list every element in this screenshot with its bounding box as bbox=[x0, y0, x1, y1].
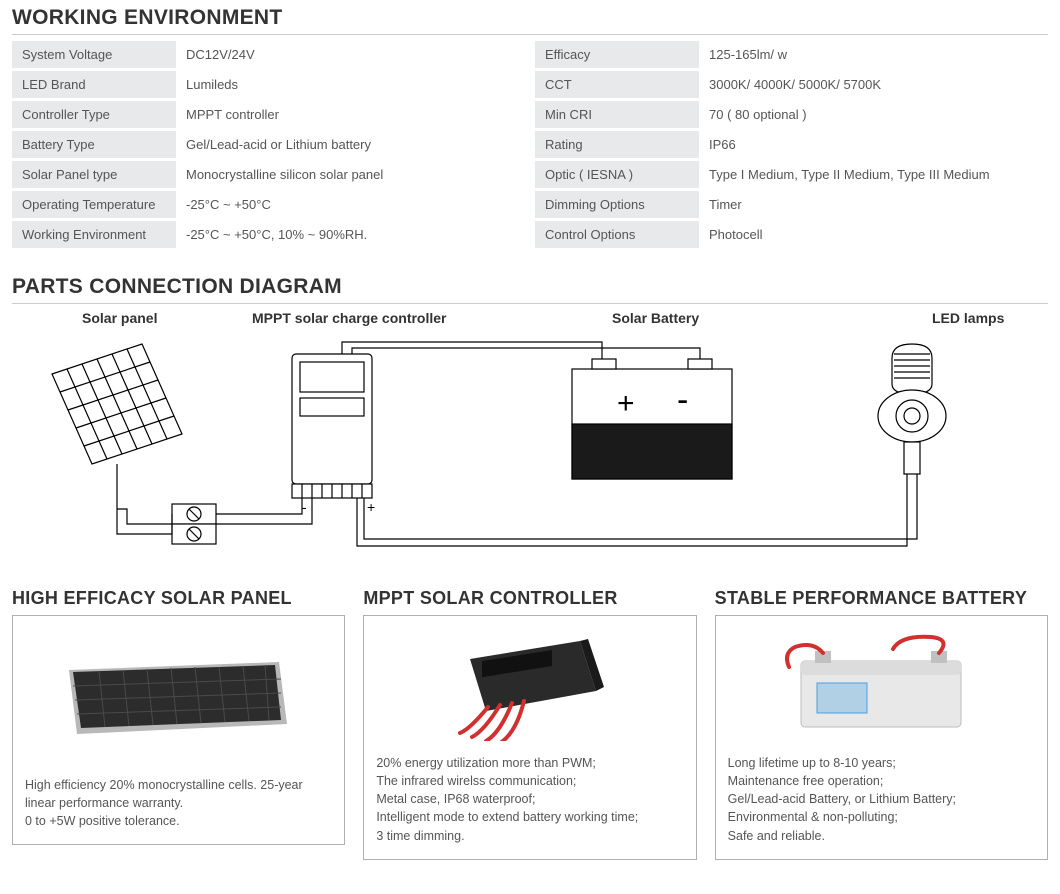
spec-row: System VoltageDC12V/24V bbox=[12, 41, 525, 71]
solar-panel-icon bbox=[25, 626, 332, 768]
spec-row: RatingIP66 bbox=[535, 131, 1048, 161]
spec-value: -25°C ~ +50°C bbox=[176, 191, 525, 218]
spec-label: Optic ( IESNA ) bbox=[535, 161, 699, 188]
spec-label: Rating bbox=[535, 131, 699, 158]
spec-label: Control Options bbox=[535, 221, 699, 248]
spec-row: Efficacy125-165lm/ w bbox=[535, 41, 1048, 71]
svg-text:-: - bbox=[302, 499, 307, 515]
feature-mppt-controller: MPPT SOLAR CONTROLLER bbox=[363, 588, 696, 860]
spec-col-right: Efficacy125-165lm/ wCCT3000K/ 4000K/ 500… bbox=[535, 41, 1048, 251]
spec-value: Monocrystalline silicon solar panel bbox=[176, 161, 525, 188]
diagram-label-battery: Solar Battery bbox=[512, 310, 812, 326]
spec-table: System VoltageDC12V/24VLED BrandLumileds… bbox=[12, 41, 1048, 251]
feature-title-battery: STABLE PERFORMANCE BATTERY bbox=[715, 588, 1048, 609]
diagram-label-controller: MPPT solar charge controller bbox=[212, 310, 512, 326]
spec-row: LED BrandLumileds bbox=[12, 71, 525, 101]
svg-text:+: + bbox=[367, 499, 375, 515]
spec-value: Lumileds bbox=[176, 71, 525, 98]
mppt-controller-icon bbox=[376, 626, 683, 746]
spec-row: Operating Temperature-25°C ~ +50°C bbox=[12, 191, 525, 221]
feature-text-controller: 20% energy utilization more than PWM;The… bbox=[376, 754, 683, 845]
spec-value: Gel/Lead-acid or Lithium battery bbox=[176, 131, 525, 158]
spec-col-left: System VoltageDC12V/24VLED BrandLumileds… bbox=[12, 41, 525, 251]
feature-text-panel: High efficiency 20% monocrystalline cell… bbox=[25, 776, 332, 830]
spec-value: -25°C ~ +50°C, 10% ~ 90%RH. bbox=[176, 221, 525, 248]
spec-row: Controller TypeMPPT controller bbox=[12, 101, 525, 131]
feature-title-controller: MPPT SOLAR CONTROLLER bbox=[363, 588, 696, 609]
feature-battery: STABLE PERFORMANCE BATTERY bbox=[715, 588, 1048, 860]
feature-title-panel: HIGH EFFICACY SOLAR PANEL bbox=[12, 588, 345, 609]
spec-label: System Voltage bbox=[12, 41, 176, 68]
battery-icon bbox=[728, 626, 1035, 746]
diagram-label-panel: Solar panel bbox=[12, 310, 212, 326]
section-title-working-env: WORKING ENVIRONMENT bbox=[12, 6, 1048, 35]
spec-value: Type I Medium, Type II Medium, Type III … bbox=[699, 161, 1048, 188]
spec-label: CCT bbox=[535, 71, 699, 98]
section-title-parts-diagram: PARTS CONNECTION DIAGRAM bbox=[12, 275, 1048, 304]
spec-row: Min CRI70 ( 80 optional ) bbox=[535, 101, 1048, 131]
spec-value: Timer bbox=[699, 191, 1048, 218]
spec-label: Min CRI bbox=[535, 101, 699, 128]
spec-value: 125-165lm/ w bbox=[699, 41, 1048, 68]
spec-label: Efficacy bbox=[535, 41, 699, 68]
spec-row: Optic ( IESNA )Type I Medium, Type II Me… bbox=[535, 161, 1048, 191]
spec-row: Battery TypeGel/Lead-acid or Lithium bat… bbox=[12, 131, 525, 161]
spec-value: IP66 bbox=[699, 131, 1048, 158]
svg-text:+: + bbox=[617, 387, 635, 420]
spec-label: Solar Panel type bbox=[12, 161, 176, 188]
spec-value: 70 ( 80 optional ) bbox=[699, 101, 1048, 128]
spec-row: Solar Panel typeMonocrystalline silicon … bbox=[12, 161, 525, 191]
diagram-label-lamps: LED lamps bbox=[812, 310, 1048, 326]
spec-label: Controller Type bbox=[12, 101, 176, 128]
spec-row: Working Environment-25°C ~ +50°C, 10% ~ … bbox=[12, 221, 525, 251]
parts-diagram: Solar panel MPPT solar charge controller… bbox=[12, 310, 1048, 564]
spec-label: Operating Temperature bbox=[12, 191, 176, 218]
connection-diagram-svg: - + + - bbox=[12, 334, 1048, 564]
svg-text:-: - bbox=[677, 381, 688, 419]
spec-value: MPPT controller bbox=[176, 101, 525, 128]
spec-label: Working Environment bbox=[12, 221, 176, 248]
spec-label: Battery Type bbox=[12, 131, 176, 158]
features-row: HIGH EFFICACY SOLAR PANEL bbox=[12, 588, 1048, 860]
spec-label: Dimming Options bbox=[535, 191, 699, 218]
spec-label: LED Brand bbox=[12, 71, 176, 98]
spec-row: Control OptionsPhotocell bbox=[535, 221, 1048, 251]
spec-row: CCT3000K/ 4000K/ 5000K/ 5700K bbox=[535, 71, 1048, 101]
spec-value: 3000K/ 4000K/ 5000K/ 5700K bbox=[699, 71, 1048, 98]
feature-text-battery: Long lifetime up to 8-10 years;Maintenan… bbox=[728, 754, 1035, 845]
spec-value: Photocell bbox=[699, 221, 1048, 248]
spec-value: DC12V/24V bbox=[176, 41, 525, 68]
spec-row: Dimming OptionsTimer bbox=[535, 191, 1048, 221]
feature-solar-panel: HIGH EFFICACY SOLAR PANEL bbox=[12, 588, 345, 860]
